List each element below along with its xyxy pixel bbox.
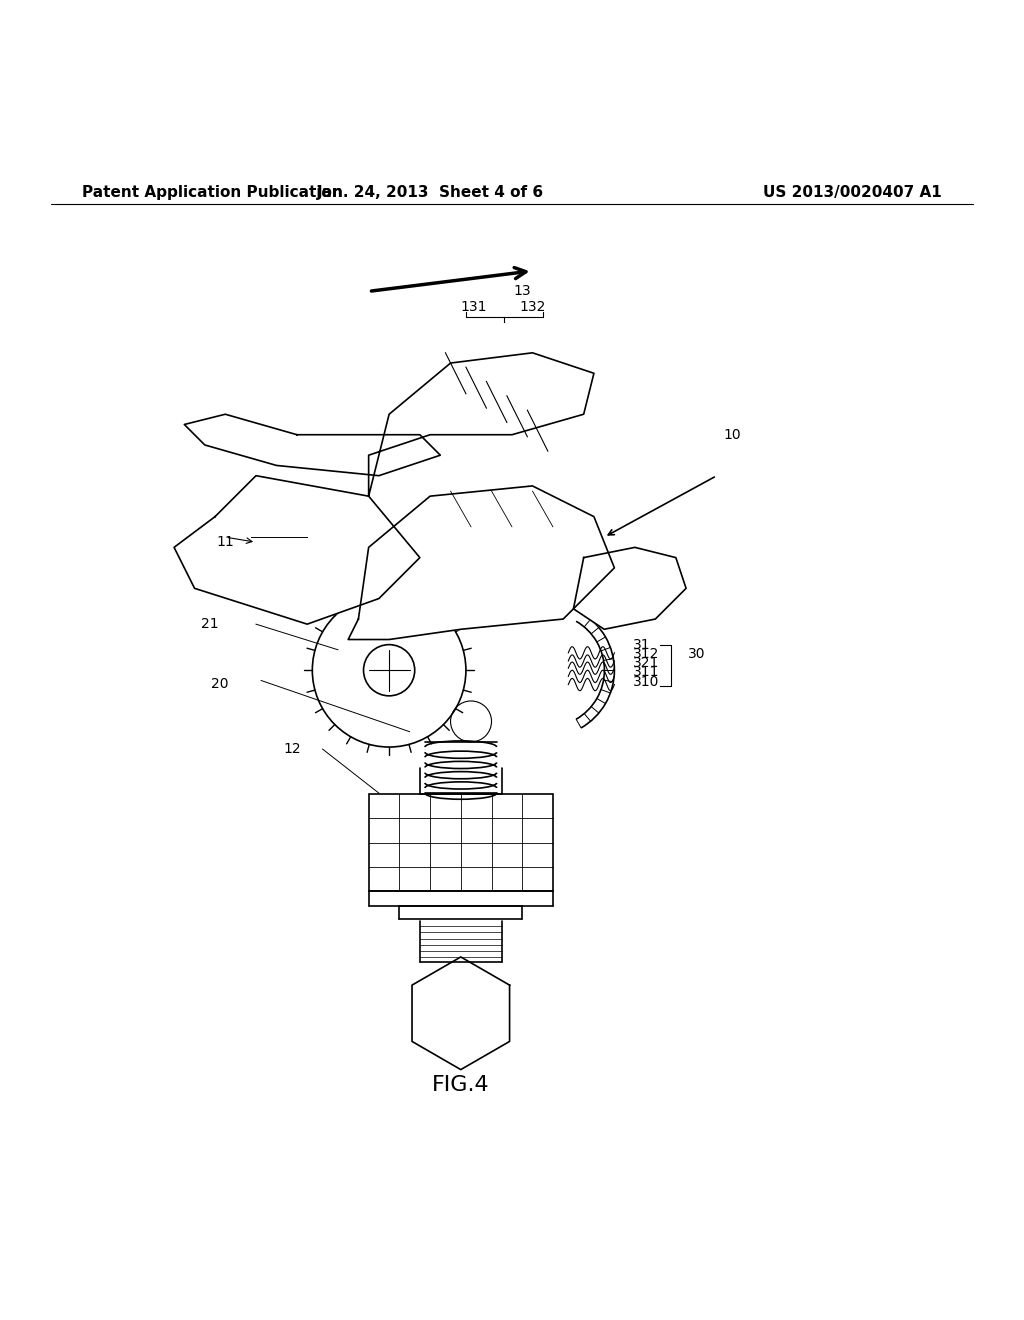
Text: FIG.4: FIG.4 bbox=[432, 1074, 489, 1096]
Text: Patent Application Publication: Patent Application Publication bbox=[82, 185, 343, 199]
Polygon shape bbox=[348, 486, 614, 639]
Text: 131: 131 bbox=[461, 300, 487, 314]
Text: 132: 132 bbox=[519, 300, 546, 314]
Polygon shape bbox=[369, 352, 594, 496]
Text: 20: 20 bbox=[211, 677, 229, 690]
Text: 311: 311 bbox=[633, 665, 659, 680]
Text: Jan. 24, 2013  Sheet 4 of 6: Jan. 24, 2013 Sheet 4 of 6 bbox=[316, 185, 544, 199]
Polygon shape bbox=[184, 414, 440, 475]
Text: 13: 13 bbox=[513, 284, 531, 298]
Text: US 2013/0020407 A1: US 2013/0020407 A1 bbox=[763, 185, 942, 199]
Text: 10: 10 bbox=[723, 428, 741, 442]
Text: 12: 12 bbox=[283, 742, 301, 756]
Text: 11: 11 bbox=[216, 535, 234, 549]
Text: 21: 21 bbox=[201, 618, 219, 631]
Text: 31: 31 bbox=[633, 638, 650, 652]
Text: 30: 30 bbox=[688, 647, 706, 661]
Polygon shape bbox=[573, 548, 686, 630]
Polygon shape bbox=[174, 475, 420, 624]
Text: 321: 321 bbox=[633, 656, 659, 671]
Text: 312: 312 bbox=[633, 647, 659, 661]
Text: 310: 310 bbox=[633, 675, 659, 689]
